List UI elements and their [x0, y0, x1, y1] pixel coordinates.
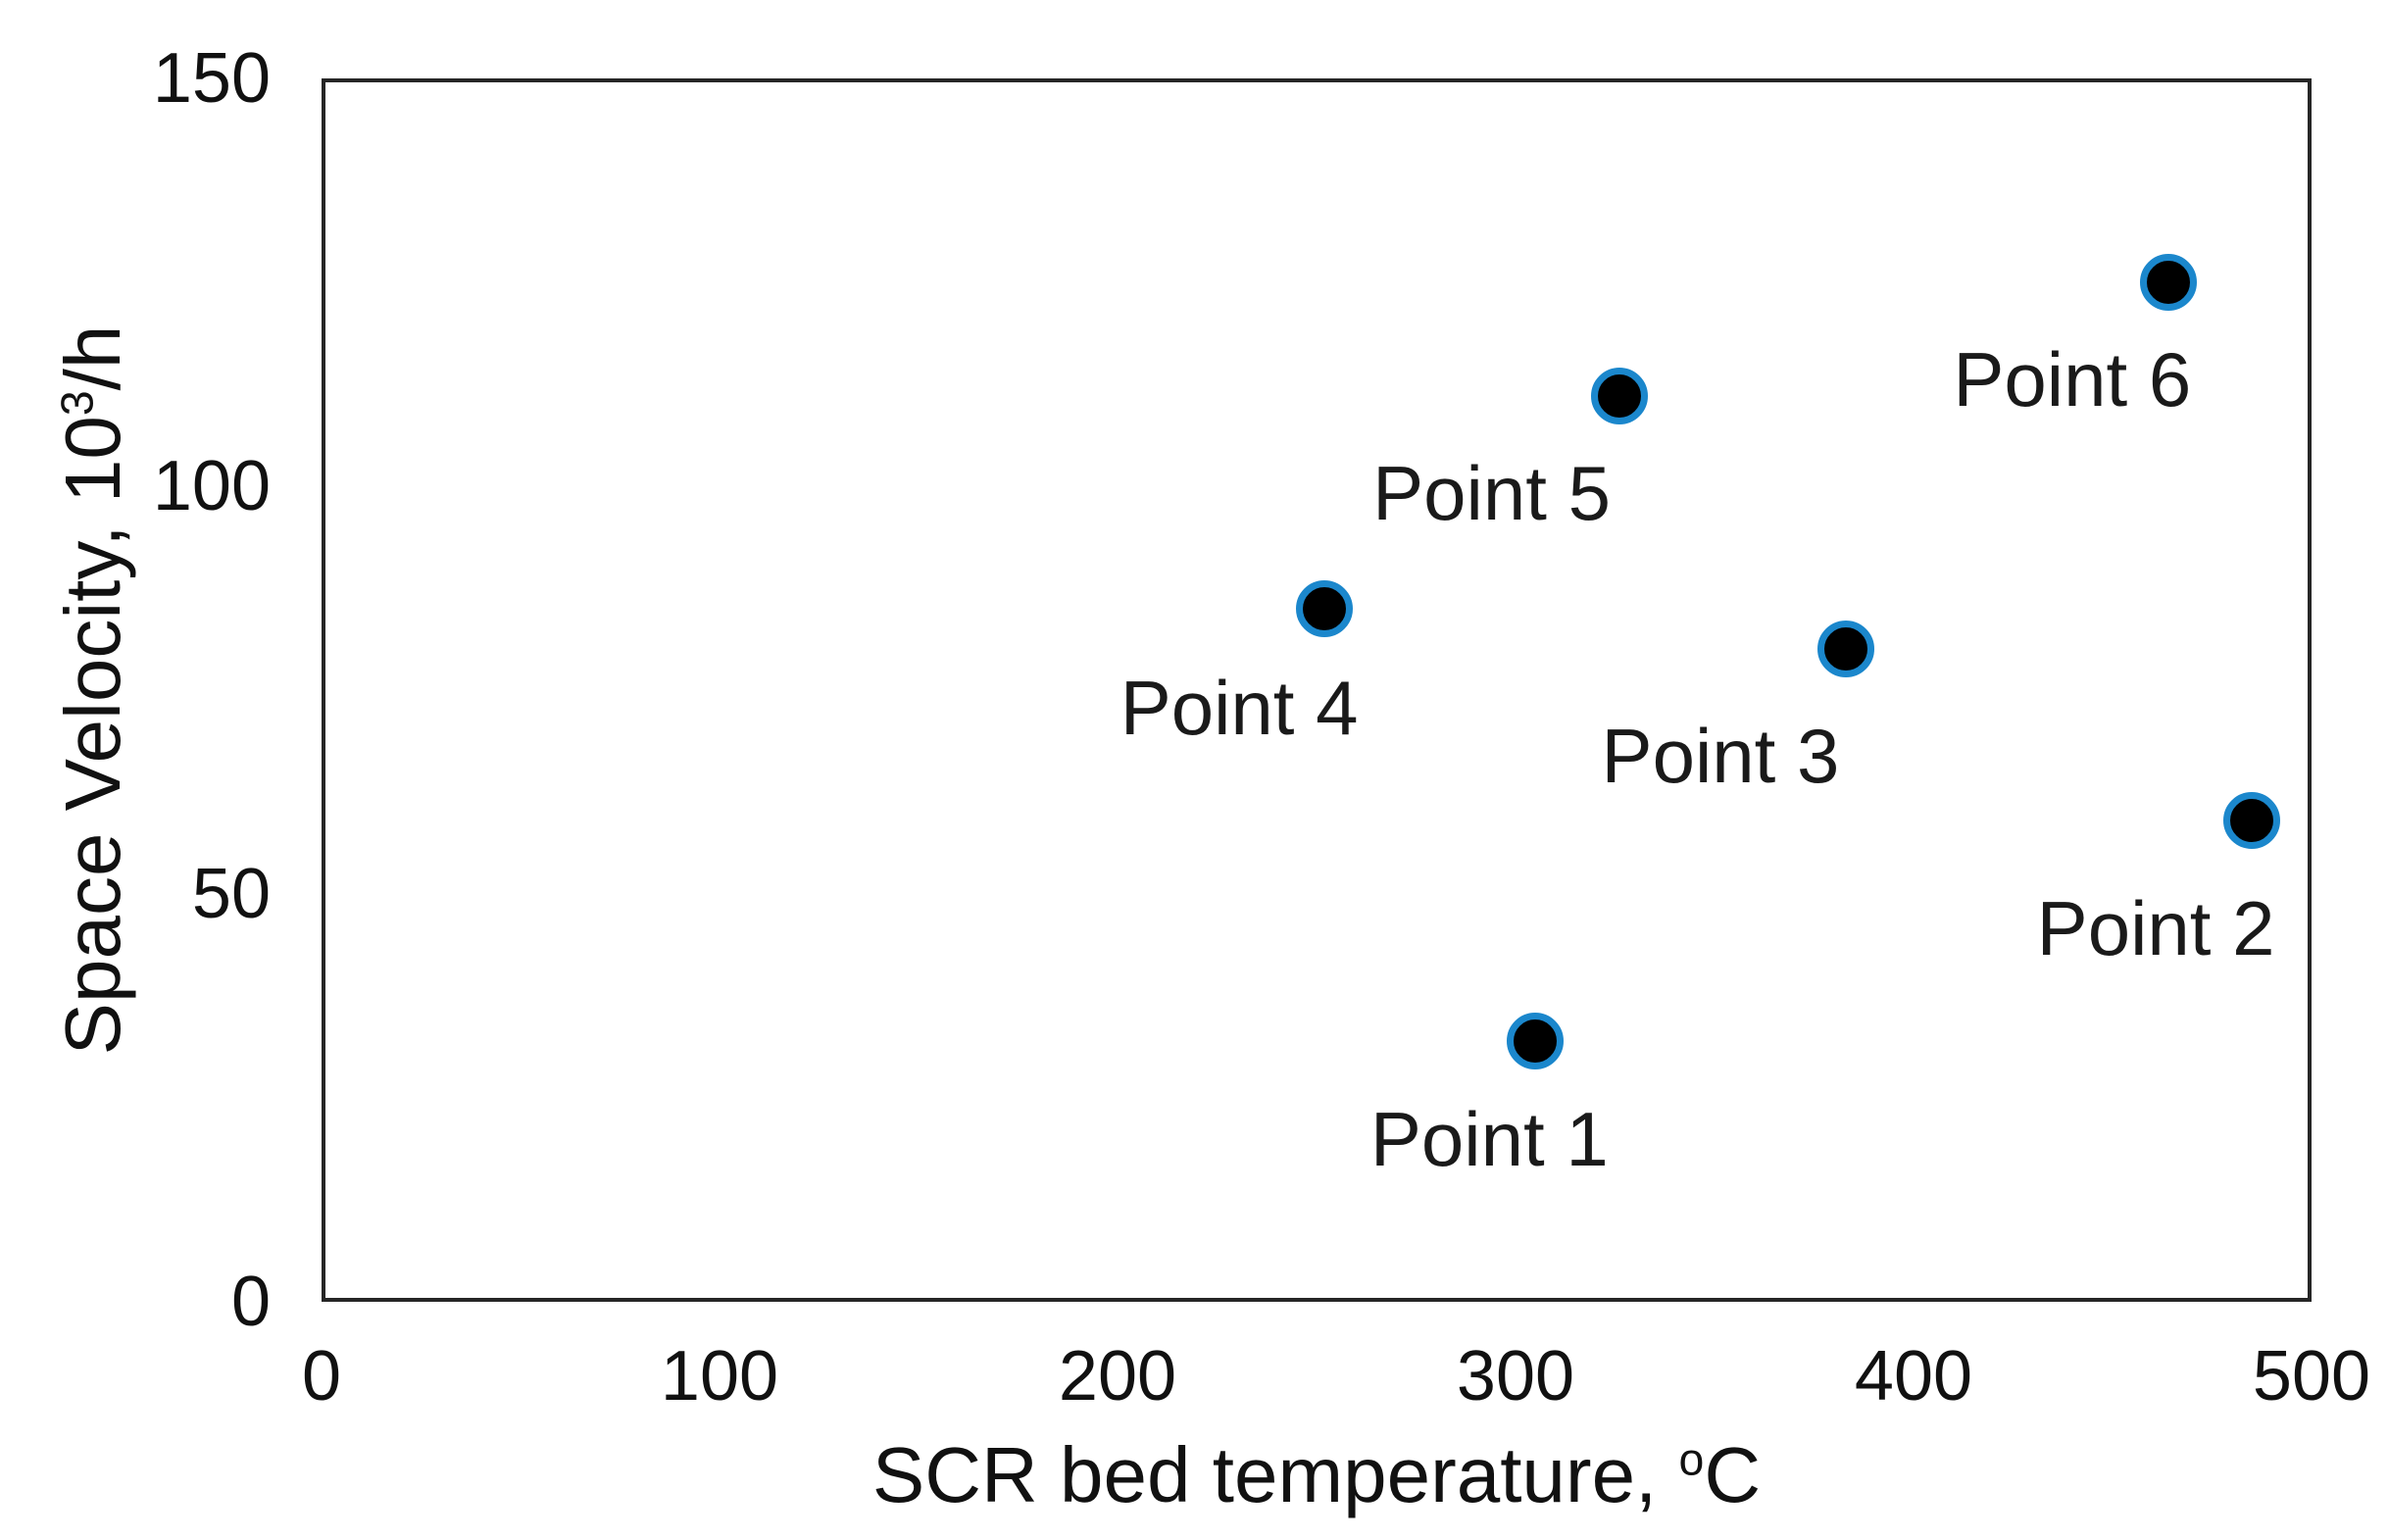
x-tick-label: 0 — [301, 1337, 342, 1416]
data-point-label: Point 4 — [1119, 664, 1359, 751]
data-point-marker — [1590, 368, 1648, 425]
x-axis-title: SCR bed temperature, oC — [872, 1432, 1761, 1518]
data-point-label: Point 2 — [2036, 885, 2275, 972]
x-tick-label: 300 — [1456, 1337, 1575, 1416]
x-axis-title-unit: C — [1704, 1431, 1762, 1518]
data-point-label: Point 5 — [1372, 450, 1611, 537]
y-axis-title: Space Velocity, 103/h — [49, 324, 136, 1056]
x-tick-label: 500 — [2252, 1337, 2371, 1416]
data-point-label: Point 1 — [1369, 1095, 1609, 1182]
y-tick-label: 50 — [191, 855, 271, 933]
data-point-label: Point 6 — [1953, 336, 2192, 422]
y-tick-label: 0 — [230, 1263, 271, 1341]
x-axis-title-degree-symbol: o — [1678, 1433, 1705, 1485]
y-axis-title-unit: /h — [49, 324, 136, 391]
data-point-marker — [1507, 1012, 1565, 1069]
y-tick-label: 100 — [152, 447, 271, 525]
data-point-marker — [1816, 621, 1874, 678]
x-tick-label: 100 — [660, 1337, 779, 1416]
y-axis-title-superscript: 3 — [51, 390, 103, 417]
data-point-marker — [2223, 792, 2281, 850]
data-point-marker — [2139, 254, 2197, 311]
x-tick-label: 200 — [1058, 1337, 1177, 1416]
data-point-label: Point 3 — [1601, 713, 1840, 800]
plot-area — [322, 78, 2312, 1302]
x-axis-title-text: SCR bed temperature, — [871, 1431, 1679, 1518]
x-tick-label: 400 — [1854, 1337, 1973, 1416]
data-point-marker — [1296, 579, 1354, 637]
y-tick-label: 150 — [152, 39, 271, 118]
